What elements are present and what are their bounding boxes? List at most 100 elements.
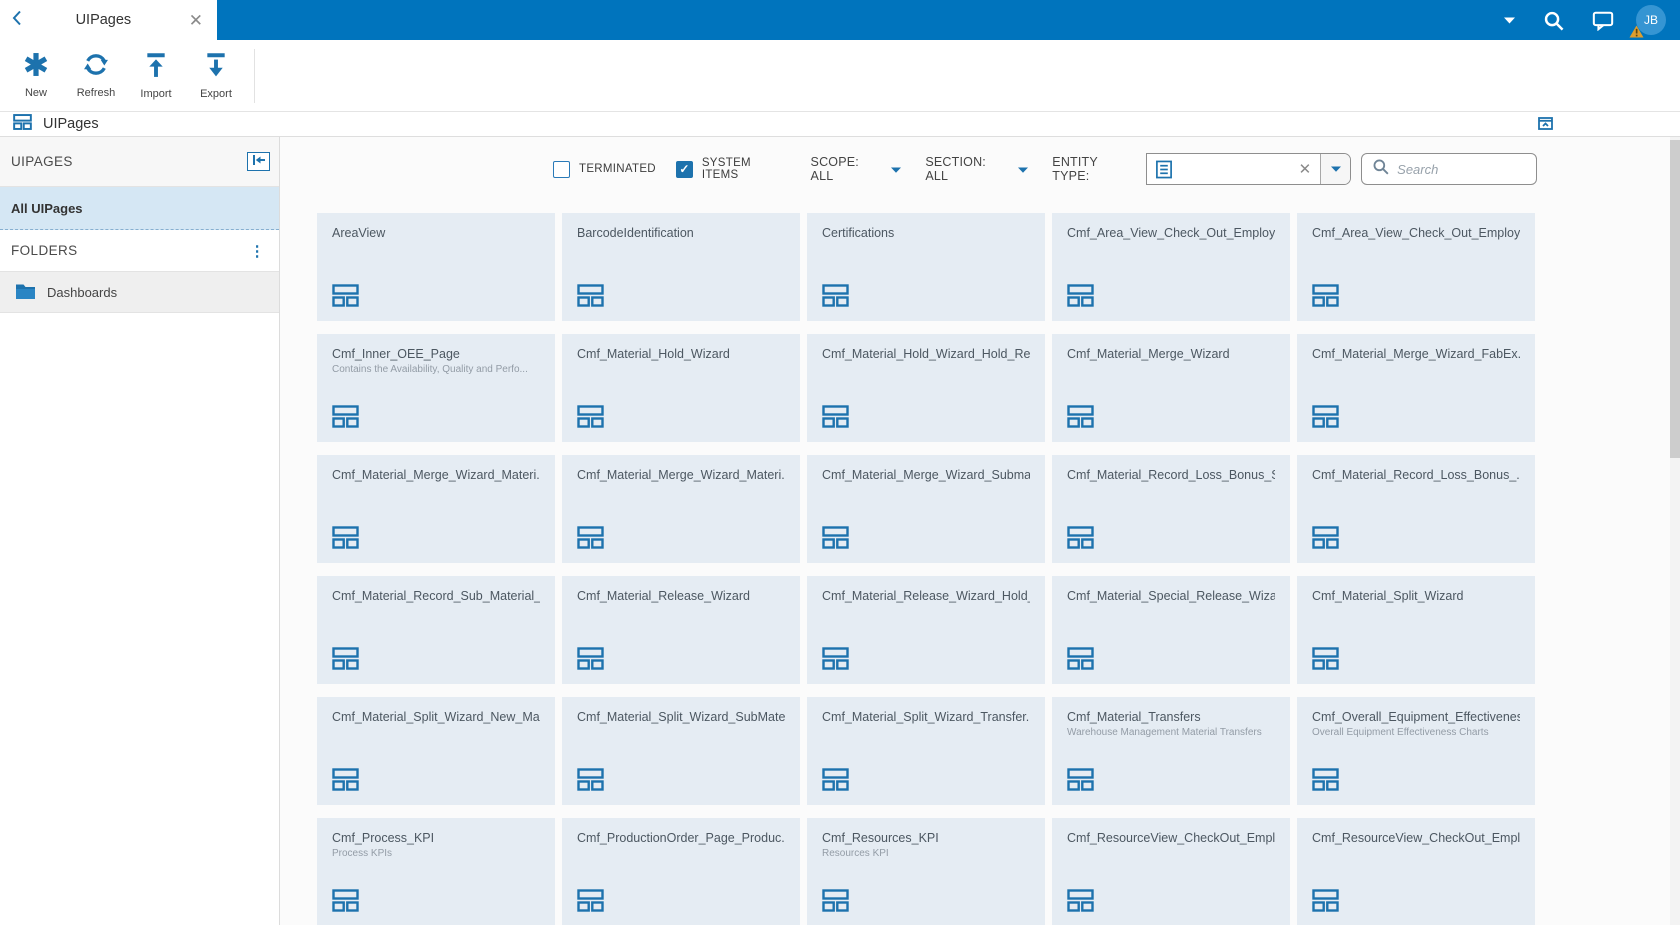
chat-icon[interactable] [1592,10,1614,31]
uipage-icon [577,405,604,428]
uipage-card-title: Certifications [822,226,895,240]
refresh-button[interactable]: Refresh [66,44,126,108]
search-icon[interactable] [1543,10,1564,31]
uipage-card[interactable]: Cmf_Material_Merge_Wizard_Subma... [807,455,1045,563]
uipage-icon [1067,768,1094,791]
uipage-card[interactable]: Cmf_Material_Split_Wizard [1297,576,1535,684]
export-button[interactable]: Export [186,44,246,108]
scope-label: SCOPE: ALL [810,155,859,183]
uipage-icon [1067,889,1094,912]
avatar[interactable]: JB [1629,5,1666,38]
tab-title: UIPages [75,12,132,28]
uipage-card[interactable]: Cmf_Resources_KPI Resources KPI [807,818,1045,925]
uipage-card[interactable]: Cmf_Material_Record_Sub_Material_... [317,576,555,684]
search-input[interactable] [1397,161,1527,177]
expand-panel-button[interactable] [1538,116,1553,130]
breadcrumb: UIPages [0,112,1680,137]
page-tab[interactable]: UIPages ✕ [0,0,217,40]
uipage-card[interactable]: Cmf_Area_View_Check_Out_Employe... [1052,213,1290,321]
uipage-card-title: Cmf_Material_Split_Wizard_Transfer... [822,710,1030,724]
uipage-card[interactable]: Cmf_Material_Merge_Wizard_Materi... [562,455,800,563]
uipage-card[interactable]: Cmf_Material_Release_Wizard [562,576,800,684]
uipage-icon [332,526,359,549]
uipage-card-title: Cmf_Material_Hold_Wizard [577,347,730,361]
uipage-card[interactable]: Cmf_Material_Split_Wizard_SubMate... [562,697,800,805]
entity-type-dropdown-button[interactable] [1320,154,1351,184]
uipage-card[interactable]: Cmf_Material_Merge_Wizard_FabEx... [1297,334,1535,442]
uipage-card[interactable]: Cmf_ResourceView_CheckOut_Empl... [1297,818,1535,925]
all-uipages-label: All UIPages [11,200,83,216]
close-tab-icon[interactable]: ✕ [188,10,203,30]
main-body: UIPAGES All UIPages FOLDERS ⋮ Dashboards [0,137,1680,925]
uipage-card[interactable]: Cmf_Material_Record_Loss_Bonus_... [1297,455,1535,563]
uipage-card[interactable]: Cmf_Material_Split_Wizard_New_Ma... [317,697,555,805]
back-button[interactable] [12,10,22,31]
search-box [1361,153,1538,185]
uipage-card[interactable]: Cmf_Area_View_Check_Out_Employe... [1297,213,1535,321]
uipage-icon [1312,889,1339,912]
export-button-label: Export [200,87,232,100]
uipage-icon [822,768,849,791]
uipage-card[interactable]: Cmf_ResourceView_CheckOut_Empl... [1052,818,1290,925]
uipage-card-title: Cmf_Material_Split_Wizard_New_Ma... [332,710,540,724]
uipage-card[interactable]: Certifications [807,213,1045,321]
back-chevron-icon [12,10,22,31]
uipage-card-title: Cmf_ProductionOrder_Page_Produc... [577,831,785,845]
terminated-filter: TERMINATED [553,160,656,178]
new-button[interactable]: New [6,44,66,108]
uipages-grid-icon [13,113,32,135]
clear-entity-type-icon[interactable]: ✕ [1298,161,1312,178]
uipage-card[interactable]: Cmf_Material_Merge_Wizard_Materi... [317,455,555,563]
uipage-card[interactable]: Cmf_Material_Merge_Wizard [1052,334,1290,442]
uipage-card[interactable]: Cmf_Overall_Equipment_Effectiveness Over… [1297,697,1535,805]
uipage-card[interactable]: Cmf_Process_KPI Process KPIs [317,818,555,925]
sidebar-header-uipages: UIPAGES [0,137,279,187]
avatar-initials: JB [1643,13,1658,27]
uipage-card[interactable]: Cmf_Material_Split_Wizard_Transfer... [807,697,1045,805]
uipage-card-title: Cmf_Material_Record_Loss_Bonus_... [1312,468,1520,482]
uipage-card[interactable]: Cmf_Material_Hold_Wizard_Hold_Re... [807,334,1045,442]
uipage-card[interactable]: Cmf_Material_Record_Loss_Bonus_S... [1052,455,1290,563]
uipage-icon [1067,405,1094,428]
system-items-filter: SYSTEM ITEMS [675,157,791,181]
uipage-card[interactable]: Cmf_Material_Transfers Warehouse Managem… [1052,697,1290,805]
uipage-card[interactable]: Cmf_Inner_OEE_Page Contains the Availabi… [317,334,555,442]
uipage-card[interactable]: Cmf_Material_Hold_Wizard [562,334,800,442]
uipage-card-title: Cmf_Process_KPI [332,831,435,845]
dashboards-label: Dashboards [47,284,118,300]
uipage-card-title: Cmf_Material_Split_Wizard [1312,589,1464,603]
system-items-label: SYSTEM ITEMS [701,157,751,181]
scope-dropdown[interactable]: SCOPE: ALL [811,155,902,183]
uipage-card-subtitle: Resources KPI [822,848,889,859]
menu-caret-icon[interactable] [1504,17,1515,24]
import-button[interactable]: Import [126,44,186,108]
breadcrumb-title: UIPages [43,116,99,132]
uipage-icon [332,768,359,791]
uipage-card-title: Cmf_Material_Transfers [1067,710,1201,724]
sidebar-item-dashboards[interactable]: Dashboards [0,272,279,313]
kebab-menu-icon[interactable]: ⋮ [249,242,265,260]
entity-type-combobox[interactable]: ✕ [1145,153,1352,185]
uipage-card-title: Cmf_Material_Merge_Wizard_Materi... [577,468,785,482]
uipage-card[interactable]: Cmf_Material_Special_Release_Wizard [1052,576,1290,684]
system-items-checkbox[interactable] [675,160,693,178]
uipage-card-subtitle: Warehouse Management Material Transfers [1067,727,1262,738]
collapse-sidebar-button[interactable] [247,152,270,171]
scrollbar-thumb[interactable] [1670,140,1680,458]
uipage-card[interactable]: Cmf_Material_Release_Wizard_Hold_... [807,576,1045,684]
terminated-checkbox[interactable] [553,160,570,178]
uipage-icon [1312,526,1339,549]
uipage-card[interactable]: AreaView [317,213,555,321]
uipage-card[interactable]: BarcodeIdentification [562,213,800,321]
uipage-card-subtitle: Contains the Availability, Quality and P… [332,364,528,375]
uipage-card-title: Cmf_Material_Split_Wizard_SubMate... [577,710,785,724]
uipage-icon [1312,647,1339,670]
uipage-card-title: Cmf_Inner_OEE_Page [332,347,460,361]
toolbar-separator [254,48,255,103]
card-grid: AreaView BarcodeIdentification Certifica… [317,213,1535,925]
uipage-card-title: Cmf_Material_Merge_Wizard_FabEx... [1312,347,1520,361]
section-dropdown[interactable]: SECTION: ALL [925,155,1029,183]
sidebar-item-all-uipages[interactable]: All UIPages [0,187,279,230]
sidebar-folders-title: FOLDERS [11,243,78,258]
uipage-card[interactable]: Cmf_ProductionOrder_Page_Produc... [562,818,800,925]
